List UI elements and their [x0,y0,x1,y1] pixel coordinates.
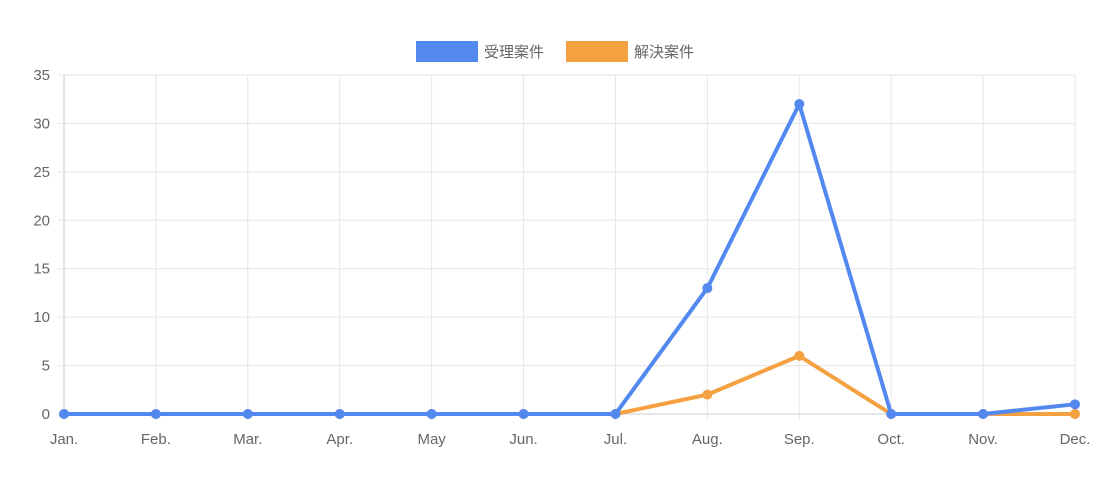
y-tick-label: 15 [33,261,50,278]
x-tick-label: Aug. [692,431,723,448]
series-1-point[interactable] [59,409,69,419]
series-2-point[interactable] [1070,409,1080,419]
series-line-2 [62,353,1077,416]
series-1-point[interactable] [1070,399,1080,410]
x-tick-label: Dec. [1060,431,1091,448]
series-1-point[interactable] [334,409,345,419]
x-tick-label: Feb. [141,431,171,448]
legend-swatch [416,41,478,62]
grid [58,74,1076,420]
series-1-point[interactable] [886,409,897,419]
series-1-point[interactable] [610,409,621,419]
series-line-1 [62,102,1077,416]
series-1-point[interactable] [702,283,713,294]
y-tick-label: 5 [42,358,50,375]
series-2-point[interactable] [794,350,805,361]
series-2-point[interactable] [702,389,713,400]
x-tick-label: Oct. [877,431,905,448]
series-1-point[interactable] [518,409,529,419]
x-tick-label: Sep. [784,431,815,448]
legend-swatch [566,41,628,62]
y-tick-label: 25 [33,164,50,181]
x-tick-label: Jul. [604,431,627,448]
series-1-point[interactable] [242,409,253,419]
series-1-point[interactable] [150,409,161,419]
series-1-point[interactable] [426,409,437,419]
y-tick-label: 10 [33,309,50,326]
y-tick-label: 35 [33,67,50,84]
x-tick-label: Nov. [968,431,998,448]
y-tick-label: 0 [42,406,50,423]
x-tick-label: Jun. [509,431,537,448]
x-tick-label: Jan. [50,431,78,448]
series-group [59,99,1080,419]
legend-label: 受理案件 [484,43,544,61]
series-1-point[interactable] [978,409,989,419]
y-tick-label: 20 [33,212,50,229]
x-tick-label: Mar. [233,431,262,448]
x-tick-label: Apr. [326,431,353,448]
legend-item-2[interactable]: 解決案件 [566,41,694,62]
x-tick-label: May [417,431,446,448]
series-1-point[interactable] [794,99,805,110]
y-tick-label: 30 [33,115,50,132]
axes: 0 5 10 15 20 25 30 35 Jan. Feb. Mar. Apr. May Jun. Jul… [33,67,1090,448]
legend-item-1[interactable]: 受理案件 [416,41,544,62]
legend: 受理案件 解決案件 [416,41,694,62]
legend-label: 解決案件 [634,43,694,61]
